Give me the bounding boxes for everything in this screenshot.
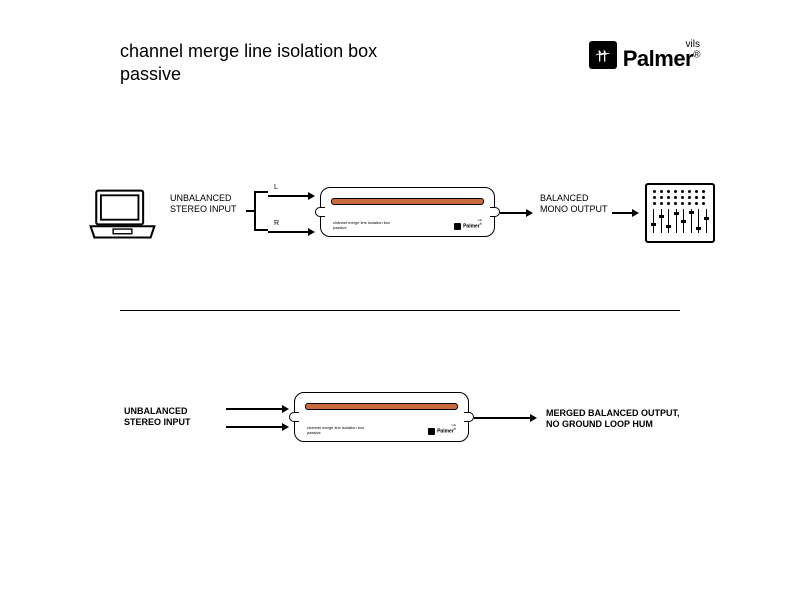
- d2-output-label: MERGED BALANCED OUTPUT, NO GROUND LOOP H…: [546, 408, 680, 430]
- d2-arrow-in1: [226, 408, 284, 410]
- d2-device-text: channel merge line isolation box passive: [307, 426, 364, 435]
- d1-bracket-b: [254, 229, 268, 231]
- diagram-1: UNBALANCED STEREO INPUT L R channel merg…: [80, 175, 720, 265]
- d1-arrowhead-r: [308, 228, 315, 236]
- d1-arrow-mixer: [612, 212, 634, 214]
- d2-device: channel merge line isolation box passive…: [294, 392, 469, 442]
- d2-input-label: UNBALANCED STEREO INPUT: [124, 406, 191, 428]
- d1-arrow-r: [268, 231, 310, 233]
- d2-arrowhead-out: [530, 414, 537, 422]
- d1-device-brand: vils Palmer®: [454, 222, 482, 230]
- diagram-2: UNBALANCED STEREO INPUT channel merge li…: [80, 380, 720, 470]
- palm-tree-icon: [589, 41, 617, 69]
- d1-device: channel merge line isolation box passive…: [320, 187, 495, 237]
- mixer-icon: [645, 183, 715, 243]
- brand-logo-block: vils Palmer®: [589, 40, 700, 70]
- d2-device-notch-l: [289, 412, 299, 422]
- d1-output-label: BALANCED MONO OUTPUT: [540, 193, 608, 215]
- page-title: channel merge line isolation box passive: [120, 40, 377, 87]
- title-line2: passive: [120, 64, 181, 84]
- d1-device-stripe: [331, 198, 484, 205]
- header: channel merge line isolation box passive…: [120, 40, 700, 87]
- mixer-knobs: [653, 190, 707, 205]
- d1-arrowhead-mixer: [632, 209, 639, 217]
- brand-main: Palmer®: [623, 48, 700, 70]
- brand-text: vils Palmer®: [623, 40, 700, 70]
- d1-device-notch-l: [315, 207, 325, 217]
- d2-arrow-in2: [226, 426, 284, 428]
- d1-input-label: UNBALANCED STEREO INPUT: [170, 193, 237, 215]
- d1-arrow-out: [500, 212, 528, 214]
- mixer-faders: [653, 209, 707, 233]
- d2-device-palm-icon: [428, 428, 435, 435]
- d2-device-notch-r: [464, 412, 474, 422]
- d1-device-notch-r: [490, 207, 500, 217]
- d2-arrowhead-in2: [282, 423, 289, 431]
- d2-arrow-out: [474, 417, 532, 419]
- d2-arrowhead-in1: [282, 405, 289, 413]
- title-line1: channel merge line isolation box: [120, 41, 377, 61]
- d1-ch-r: R: [274, 220, 279, 227]
- d2-device-stripe: [305, 403, 458, 410]
- d1-arrow-l: [268, 195, 310, 197]
- d1-bracket-t: [254, 191, 268, 193]
- d1-device-text: channel merge line isolation box passive: [333, 221, 390, 230]
- divider: [120, 310, 680, 311]
- d1-bracket-stem: [246, 210, 256, 212]
- d1-device-palm-icon: [454, 223, 461, 230]
- d1-ch-l: L: [274, 184, 278, 191]
- laptop-icon: [85, 185, 160, 245]
- d1-arrowhead-out: [526, 209, 533, 217]
- d1-arrowhead-l: [308, 192, 315, 200]
- d2-device-brand: vils Palmer®: [428, 427, 456, 435]
